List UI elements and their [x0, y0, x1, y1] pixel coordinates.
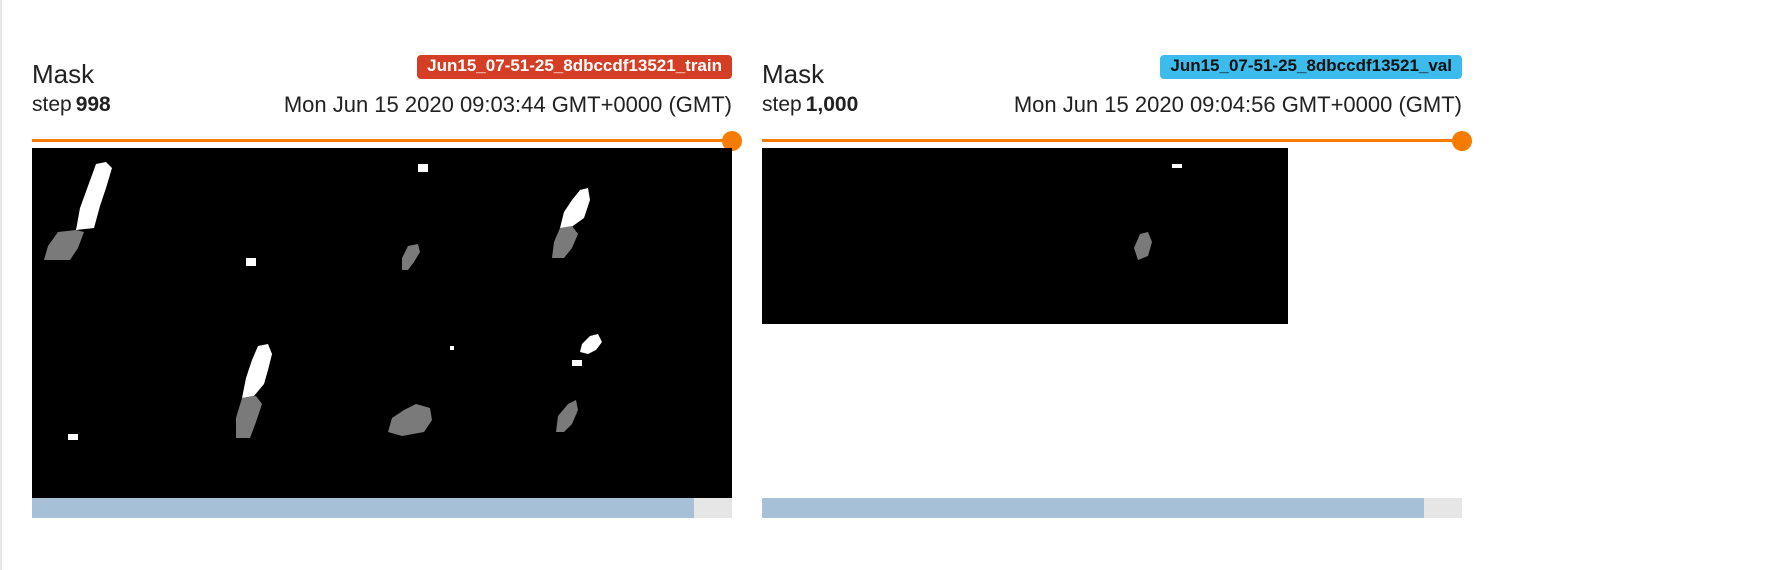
run-badge-val: Jun15_07-51-25_8dbccdf13521_val [1160, 55, 1462, 79]
mask-image-val [762, 148, 1288, 324]
scrollbar-thumb[interactable] [32, 498, 694, 518]
step-label: step [32, 93, 72, 116]
timestamp: Mon Jun 15 2020 09:03:44 GMT+0000 (GMT) [283, 92, 732, 117]
step-slider[interactable] [32, 131, 742, 151]
slider-fill [32, 139, 732, 142]
card-title: Mask [762, 59, 825, 89]
run-badge-train: Jun15_07-51-25_8dbccdf13521_train [417, 55, 732, 79]
horizontal-scrollbar[interactable] [762, 498, 1462, 518]
step-indicator: step 998 [32, 92, 111, 118]
mask-image-graphic [762, 148, 1288, 324]
step-slider[interactable] [762, 131, 1472, 151]
step-value: 998 [75, 93, 111, 116]
scrollbar-thumb[interactable] [762, 498, 1424, 518]
card-title: Mask [32, 59, 95, 89]
step-label: step [762, 93, 802, 116]
step-indicator: step 1,000 [762, 92, 858, 118]
horizontal-scrollbar[interactable] [32, 498, 732, 518]
mask-image-graphic [32, 148, 732, 498]
slider-thumb[interactable] [722, 131, 742, 151]
timestamp: Mon Jun 15 2020 09:04:56 GMT+0000 (GMT) [1013, 92, 1462, 117]
slider-thumb[interactable] [1452, 131, 1472, 151]
slider-fill [762, 139, 1462, 142]
mask-image-train [32, 148, 732, 498]
left-border [0, 0, 2, 570]
step-value: 1,000 [805, 93, 859, 116]
